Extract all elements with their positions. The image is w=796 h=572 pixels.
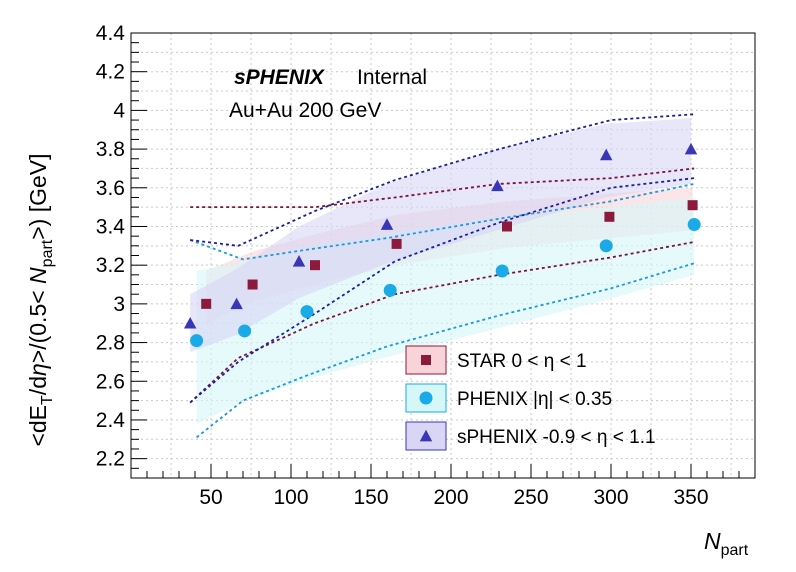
data-point (391, 238, 402, 249)
x-axis-title-sub: part (721, 542, 749, 559)
y-tick-label: 2.4 (96, 409, 126, 432)
data-point (604, 211, 615, 222)
x-axis-title-main: N (704, 528, 721, 554)
y-axis-title-p0: <dE (25, 405, 51, 447)
axis-ticks: 50 100 150 200 250 300 350 2.2 2.4 2.6 2.8 3 3.2 3.4 3… (96, 22, 756, 509)
annotation-status: Internal (357, 66, 427, 89)
y-axis-title-p3: η (25, 363, 51, 376)
data-point (230, 297, 243, 310)
data-point (300, 305, 314, 319)
y-axis-title: <dET/dη>/(0.5< Npart>) [GeV] (25, 153, 56, 446)
data-point (495, 264, 509, 278)
data-point (687, 218, 701, 232)
data-point (310, 260, 320, 271)
y-tick-label: 2.6 (96, 370, 125, 393)
systematic-line (189, 177, 695, 404)
data-point (380, 218, 394, 230)
annotation-system: Au+Au 200 GeV (229, 99, 381, 122)
x-tick-label: 100 (273, 486, 308, 509)
y-tick-label: 3 (113, 293, 125, 316)
data-point (247, 279, 258, 290)
systematic-line (189, 183, 695, 261)
y-axis-title-p6: part (39, 239, 56, 267)
y-axis-title-p1: T (39, 395, 56, 405)
x-tick-label: 250 (513, 486, 548, 509)
data-point (599, 239, 613, 253)
y-tick-label: 3.2 (96, 254, 125, 277)
y-axis-title-p2: /d (25, 376, 51, 395)
y-tick-label: 2.8 (96, 332, 125, 355)
annotation-experiment: sPHENIX (234, 66, 326, 89)
x-tick-label: 200 (433, 486, 468, 509)
data-points (183, 142, 701, 348)
data-point (684, 142, 698, 155)
uncertainty-bands (190, 118, 695, 424)
x-tick-label: 150 (353, 486, 388, 509)
x-tick-label: 50 (199, 486, 222, 509)
data-point (419, 429, 433, 442)
systematic-line (190, 167, 695, 209)
data-point (201, 298, 212, 309)
x-tick-label: 300 (593, 486, 628, 509)
y-tick-label: 3.4 (96, 215, 126, 238)
data-point (183, 316, 197, 329)
y-axis-title-p5: N (25, 267, 51, 284)
data-point (419, 391, 433, 405)
x-tick-label: 350 (673, 486, 708, 509)
data-point (491, 179, 504, 192)
data-point (238, 324, 252, 338)
legend-swatch (405, 383, 447, 413)
systematic-line (190, 113, 695, 247)
x-axis-title: Npart (704, 528, 749, 559)
y-tick-label: 3.6 (96, 177, 125, 200)
data-point (190, 334, 204, 348)
data-point (383, 283, 397, 297)
y-axis-title-p4: >/(0.5< (25, 284, 51, 363)
data-point (687, 200, 698, 211)
data-point (599, 148, 613, 161)
y-tick-label: 4.4 (96, 22, 126, 45)
legend-label: PHENIX |η| < 0.35 (457, 389, 612, 410)
legend-label: STAR 0 < η < 1 (457, 351, 587, 372)
y-tick-label: 4.2 (96, 61, 125, 84)
legend-label: sPHENIX -0.9 < η < 1.1 (457, 427, 656, 448)
y-tick-label: 4 (113, 99, 125, 122)
y-tick-label: 2.2 (96, 448, 125, 471)
y-axis-title-p7: >) [GeV] (25, 153, 51, 239)
legend: STAR 0 < η < 1 PHENIX |η| < 0.35 sPHENIX -… (405, 345, 656, 451)
systematic-line (196, 262, 695, 439)
data-point (292, 255, 306, 267)
uncertainty-band (190, 118, 691, 353)
data-point (502, 221, 512, 232)
data-point (421, 355, 431, 365)
y-tick-label: 3.8 (96, 138, 125, 161)
